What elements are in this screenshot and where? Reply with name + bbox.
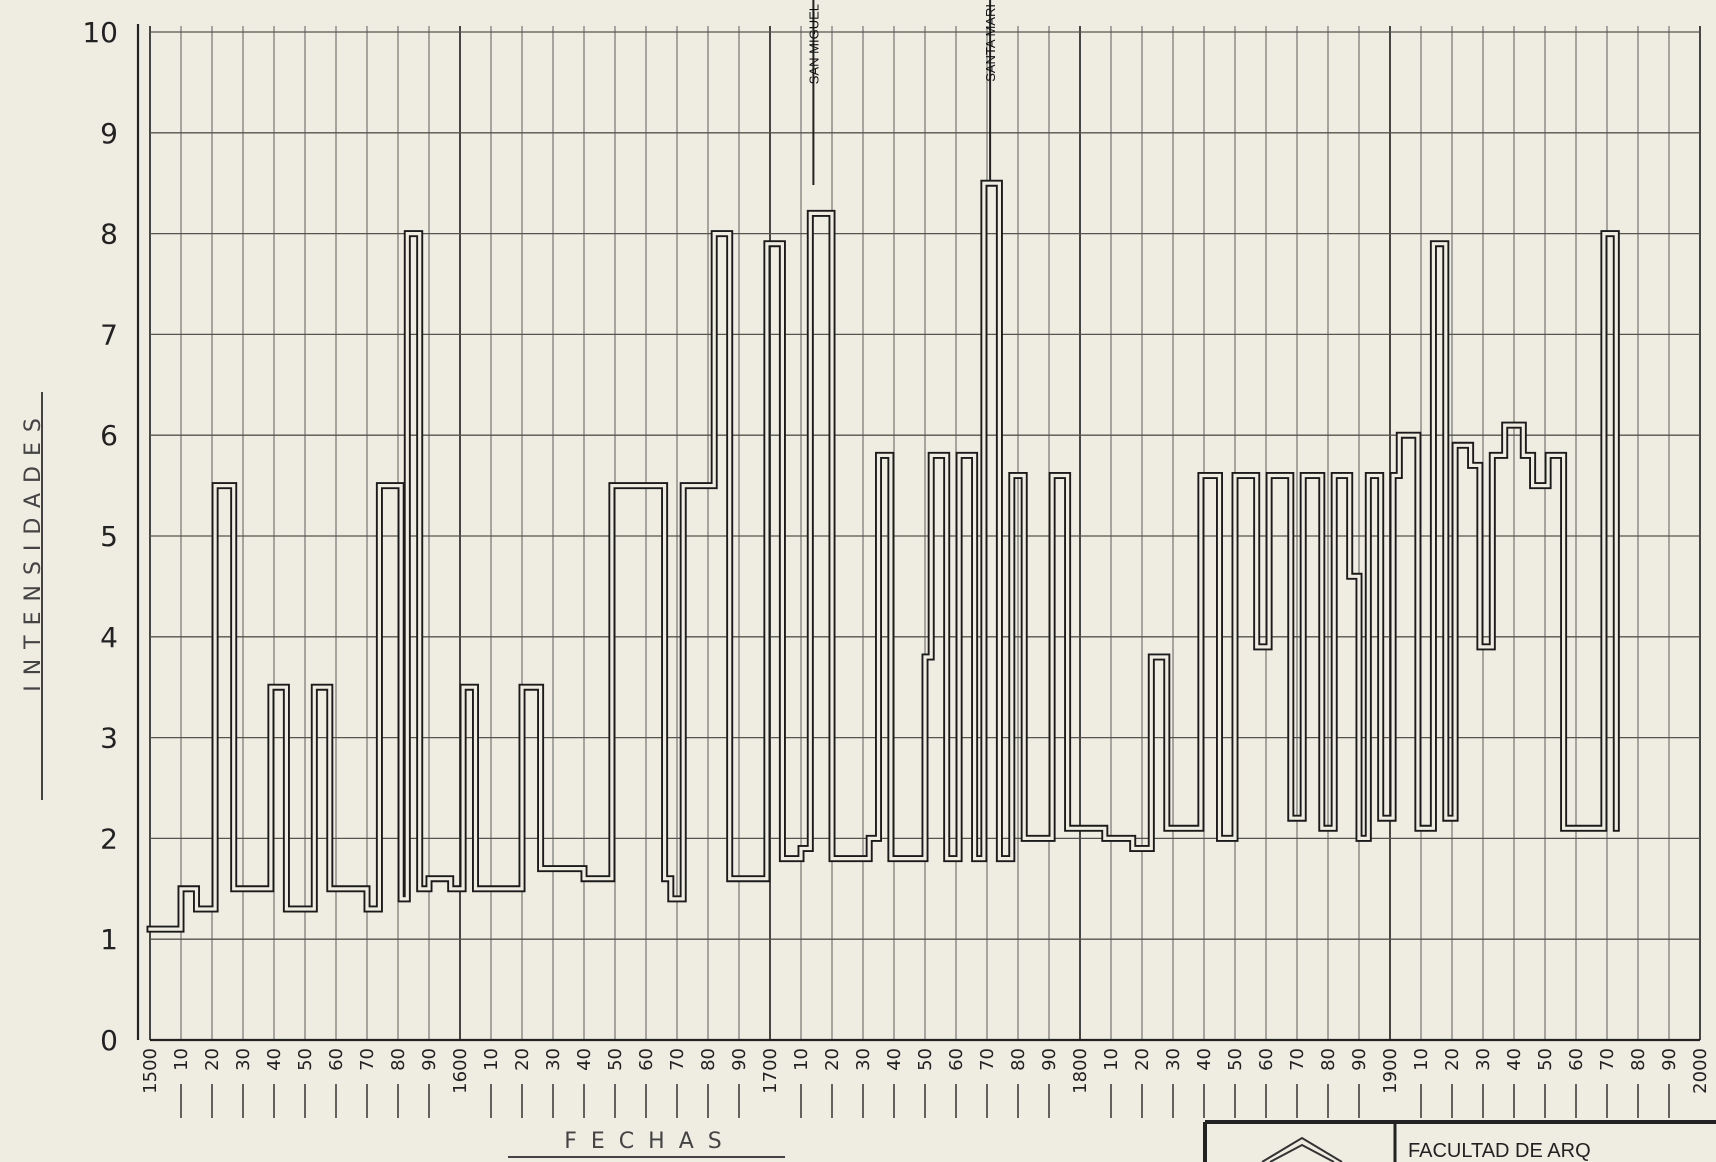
- x-tick-label: 40: [1504, 1048, 1525, 1071]
- x-tick-label: 1600: [450, 1048, 471, 1094]
- x-tick-label: 30: [853, 1048, 874, 1071]
- x-tick-label: 10: [791, 1048, 812, 1071]
- x-tick-label: 70: [1597, 1048, 1618, 1071]
- x-tick-label: 40: [264, 1048, 285, 1071]
- title-block: FACULTAD DE ARQ: [1203, 1120, 1716, 1162]
- x-tick-label: 1900: [1380, 1048, 1401, 1094]
- x-tick-label: 20: [512, 1048, 533, 1071]
- x-tick-label: 40: [574, 1048, 595, 1071]
- x-tick-label: 70: [977, 1048, 998, 1071]
- x-tick-label: 1800: [1070, 1048, 1091, 1094]
- y-tick-label: 5: [100, 520, 118, 553]
- x-tick-label: 90: [419, 1048, 440, 1071]
- y-tick-label: 1: [100, 923, 118, 956]
- y-tick-label: 6: [100, 419, 118, 452]
- y-tick-label: 7: [100, 318, 118, 351]
- x-tick-label: 10: [1411, 1048, 1432, 1071]
- title-block-text: FACULTAD DE ARQ: [1408, 1140, 1591, 1162]
- x-tick-label: 20: [1132, 1048, 1153, 1071]
- x-tick-label: 70: [667, 1048, 688, 1071]
- x-tick-label: 60: [1256, 1048, 1277, 1071]
- y-tick-label: 2: [100, 822, 118, 855]
- y-tick-label: 0: [100, 1024, 118, 1057]
- series-line-outer: [146, 179, 1620, 933]
- x-tick-label: 50: [1225, 1048, 1246, 1071]
- y-tick-label: 4: [100, 621, 118, 654]
- x-tick-label: 20: [1442, 1048, 1463, 1071]
- x-tick-label: 1500: [140, 1048, 161, 1094]
- x-tick-label: 1700: [760, 1048, 781, 1094]
- annotation-layer: SAN MIGUEL SANTA MARI: [806, 0, 998, 185]
- x-axis-label: FECHAS: [508, 1129, 785, 1158]
- y-tick-label: 9: [100, 117, 118, 150]
- x-tick-label: 40: [884, 1048, 905, 1071]
- x-tick-label: 90: [1659, 1048, 1680, 1071]
- x-axis-title: FECHAS: [564, 1129, 735, 1154]
- y-axis-label: INTENSIDADES: [21, 392, 46, 800]
- x-tick-label: 50: [915, 1048, 936, 1071]
- x-tick-label: 30: [1473, 1048, 1494, 1071]
- x-tick-label: 80: [1008, 1048, 1029, 1071]
- series-line-inner: [148, 181, 1618, 931]
- x-tick-label: 10: [1101, 1048, 1122, 1071]
- x-tick-label: 80: [1318, 1048, 1339, 1071]
- x-tick-label: 60: [1566, 1048, 1587, 1071]
- annotation-label: SANTA MARI: [983, 4, 998, 82]
- y-axis-ticks: 0 1 2 3 4 5 6 7 8 9 10: [82, 16, 118, 1057]
- x-tick-label: 30: [233, 1048, 254, 1071]
- x-tick-label: 90: [1349, 1048, 1370, 1071]
- y-tick-label: 8: [100, 218, 118, 251]
- x-tick-label: 50: [1535, 1048, 1556, 1071]
- x-tick-label: 60: [326, 1048, 347, 1071]
- x-axis-ticks: 1500 10 20 30 40 50 60 70 80 90 1600 10 20 30 40 50 60 70…: [140, 1048, 1711, 1118]
- x-tick-label: 30: [543, 1048, 564, 1071]
- x-tick-label: 20: [822, 1048, 843, 1071]
- logo-icon: [1261, 1136, 1343, 1162]
- chart-grid: [136, 24, 1701, 1042]
- x-tick-label: 70: [1287, 1048, 1308, 1071]
- x-tick-label: 70: [357, 1048, 378, 1071]
- x-tick-label: 30: [1163, 1048, 1184, 1071]
- x-tick-label: 50: [295, 1048, 316, 1071]
- annotation-label: SAN MIGUEL: [806, 4, 821, 84]
- x-tick-label: 40: [1194, 1048, 1215, 1071]
- x-tick-label: 60: [946, 1048, 967, 1071]
- x-tick-label: 80: [1628, 1048, 1649, 1071]
- x-tick-label: 10: [481, 1048, 502, 1071]
- x-tick-label: 90: [1039, 1048, 1060, 1071]
- x-tick-label: 2000: [1690, 1048, 1711, 1094]
- x-tick-label: 80: [388, 1048, 409, 1071]
- x-tick-label: 10: [171, 1048, 192, 1071]
- y-tick-label: 10: [82, 16, 118, 49]
- x-tick-label: 50: [605, 1048, 626, 1071]
- x-tick-label: 20: [202, 1048, 223, 1071]
- x-tick-label: 80: [698, 1048, 719, 1071]
- x-tick-label: 60: [636, 1048, 657, 1071]
- x-tick-label: 90: [729, 1048, 750, 1071]
- plot-area: [146, 179, 1620, 933]
- y-tick-label: 3: [100, 722, 118, 755]
